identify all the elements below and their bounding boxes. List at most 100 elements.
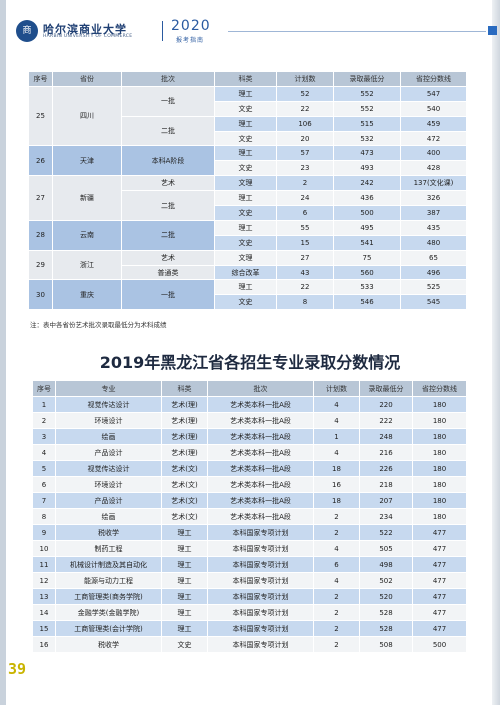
seq-cell: 6 <box>32 476 56 493</box>
seq-cell: 8 <box>32 508 56 525</box>
min-score-cell: 522 <box>359 524 413 541</box>
min-score-cell: 560 <box>333 264 401 281</box>
type-cell: 理工 <box>161 524 208 541</box>
type-cell: 文史 <box>214 130 277 147</box>
university-seal-icon: 商 <box>16 20 38 42</box>
table-row: 26 天津 本科A阶段 理工 57 473 400 <box>28 145 467 177</box>
seq-cell: 26 <box>28 145 53 177</box>
header-rule <box>228 31 486 32</box>
plan-cell: 6 <box>313 556 360 573</box>
type-cell: 艺术(理) <box>161 428 208 445</box>
plan-cell: 2 <box>276 175 334 192</box>
table-row: 二批 理工 106 515 459 <box>29 115 467 147</box>
table-row: 15 工商管理类(会计学院) 理工 本科国家专项计划 2 528 477 <box>32 620 467 637</box>
table-row: 12 能源与动力工程 理工 本科国家专项计划 4 502 477 <box>32 572 467 589</box>
plan-cell: 2 <box>313 508 360 525</box>
plan-cell: 6 <box>276 205 334 221</box>
min-score-cell: 234 <box>359 508 413 525</box>
type-cell: 艺术(文) <box>161 476 208 493</box>
province-cell: 四川 <box>52 85 122 147</box>
line-cell: 428 <box>400 160 467 177</box>
min-score-cell: 222 <box>359 412 413 429</box>
min-score-cell: 242 <box>333 175 401 192</box>
table-note: 注：表中各省份艺术批次录取最低分为术科成绩 <box>30 321 167 329</box>
plan-cell: 2 <box>313 604 360 621</box>
type-cell: 理工 <box>214 115 277 132</box>
line-cell: 525 <box>400 279 467 296</box>
province-admission-table: 序号 省份 批次 科类 计划数 录取最低分 省控分数线 25 四川 一批 理工 … <box>28 71 467 311</box>
seq-cell: 10 <box>32 540 56 557</box>
plan-cell: 4 <box>313 444 360 461</box>
line-cell: 477 <box>412 572 467 589</box>
type-cell: 综合改革 <box>214 264 277 281</box>
plan-cell: 55 <box>276 219 334 236</box>
seq-cell: 11 <box>32 556 56 573</box>
batch-cell: 本科国家专项计划 <box>207 636 314 653</box>
min-score-cell: 528 <box>359 604 413 621</box>
header-year: 2020 <box>171 18 211 34</box>
table-row: 文史 8 546 545 <box>29 294 467 311</box>
province-cell: 天津 <box>52 145 122 177</box>
type-cell: 理工 <box>214 145 277 162</box>
seq-cell: 9 <box>32 524 56 541</box>
min-score-cell: 500 <box>333 205 401 221</box>
line-cell: 180 <box>412 492 467 509</box>
table-row: 11 机械设计制造及其自动化 理工 本科国家专项计划 6 498 477 <box>32 556 467 573</box>
major-cell: 能源与动力工程 <box>55 572 162 589</box>
batch-cell: 艺术类本科一批A段 <box>207 444 314 461</box>
plan-cell: 2 <box>313 588 360 605</box>
seq-cell: 13 <box>32 588 56 605</box>
type-cell: 艺术(理) <box>161 444 208 461</box>
type-cell: 文史 <box>214 160 277 177</box>
col-header: 计划数 <box>276 71 334 87</box>
province-cell: 重庆 <box>52 279 122 311</box>
major-cell: 环境设计 <box>55 476 162 493</box>
table-row: 普通类 综合改革 43 560 496 <box>29 264 467 281</box>
plan-cell: 2 <box>313 636 360 653</box>
line-cell: 459 <box>400 115 467 132</box>
major-cell: 绘画 <box>55 428 162 445</box>
line-cell: 496 <box>400 264 467 281</box>
seq-cell: 30 <box>28 279 53 311</box>
major-cell: 机械设计制造及其自动化 <box>55 556 162 573</box>
province-cell: 浙江 <box>52 249 122 281</box>
min-score-cell: 502 <box>359 572 413 589</box>
batch-cell: 本科A阶段 <box>121 145 215 177</box>
header-square-mark <box>488 26 497 35</box>
seq-cell: 25 <box>28 85 53 147</box>
batch-cell: 二批 <box>121 190 215 221</box>
major-cell: 绘画 <box>55 508 162 525</box>
major-cell: 环境设计 <box>55 412 162 429</box>
plan-cell: 18 <box>313 492 360 509</box>
seq-cell: 3 <box>32 428 56 445</box>
line-cell: 477 <box>412 604 467 621</box>
line-cell: 65 <box>400 249 467 266</box>
col-header: 计划数 <box>313 380 360 397</box>
col-header: 省份 <box>52 71 122 87</box>
major-cell: 视觉传达设计 <box>55 396 162 413</box>
major-cell: 工商管理类(商务学院) <box>55 588 162 605</box>
col-header: 序号 <box>28 71 53 87</box>
table-row: 14 金融学类(金融学院) 理工 本科国家专项计划 2 528 477 <box>32 604 467 621</box>
type-cell: 艺术(文) <box>161 492 208 509</box>
line-cell: 477 <box>412 540 467 557</box>
type-cell: 理工 <box>161 556 208 573</box>
col-header: 批次 <box>121 71 215 87</box>
table-row: 文史 15 541 480 <box>29 234 467 251</box>
seq-cell: 16 <box>32 636 56 653</box>
col-header: 序号 <box>32 380 56 397</box>
col-header: 科类 <box>214 71 277 87</box>
line-cell: 137(文化课) <box>400 175 467 192</box>
type-cell: 艺术(文) <box>161 460 208 477</box>
line-cell: 472 <box>400 130 467 147</box>
min-score-cell: 218 <box>359 476 413 493</box>
page-spine <box>0 0 6 705</box>
header-divider <box>162 21 163 41</box>
type-cell: 理工 <box>214 85 277 102</box>
plan-cell: 23 <box>276 160 334 177</box>
table-row: 文史 6 500 387 <box>29 205 467 221</box>
min-score-cell: 520 <box>359 588 413 605</box>
type-cell: 文理 <box>214 249 277 266</box>
plan-cell: 22 <box>276 279 334 296</box>
plan-cell: 18 <box>313 460 360 477</box>
